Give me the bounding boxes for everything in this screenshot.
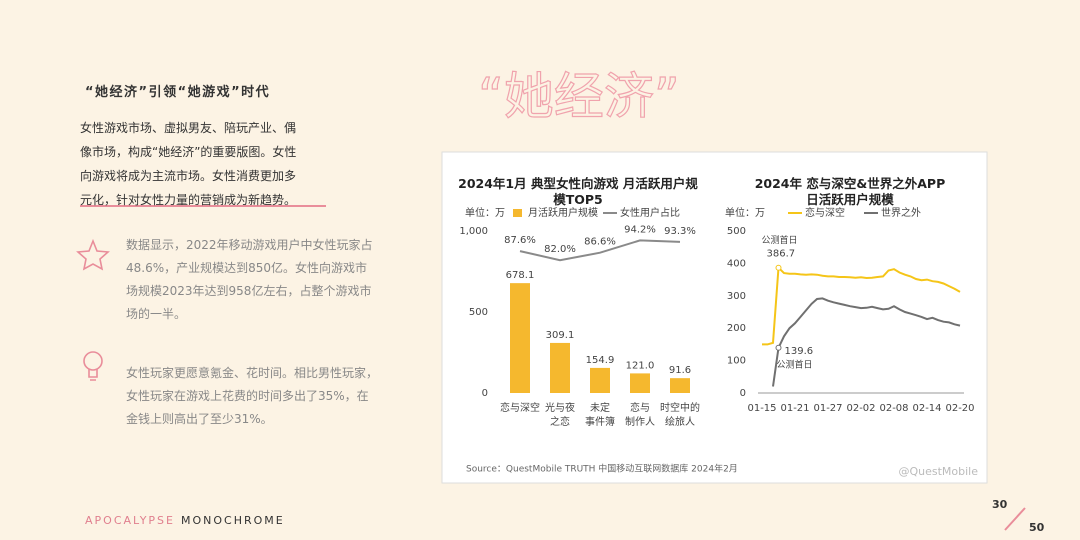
x-tick-label: 光与夜之恋 xyxy=(545,401,575,428)
y-tick-label: 0 xyxy=(482,388,488,399)
x-tick-label: 恋与制作人 xyxy=(625,401,655,428)
x-tick-label: 恋与深空 xyxy=(500,401,540,414)
value-label: 86.6% xyxy=(584,237,616,248)
y-tick-label: 200 xyxy=(727,323,746,334)
y-tick-label: 100 xyxy=(727,356,746,367)
legend-label: 世界之外 xyxy=(881,206,921,219)
value-label: 678.1 xyxy=(506,270,535,281)
point-text: 数据显示，2022年移动游戏用户中女性玩家占48.6%，产业规模达到850亿。女… xyxy=(126,238,373,321)
y-tick-label: 500 xyxy=(469,307,488,318)
unit-label: 单位：万 xyxy=(725,206,765,219)
y-tick-label: 500 xyxy=(727,226,746,237)
x-tick-label: 02-02 xyxy=(846,403,875,414)
page-slash xyxy=(1004,507,1026,531)
bulb-icon xyxy=(83,351,103,381)
legend-label: 月活跃用户规模 xyxy=(528,206,598,219)
x-tick-label: 01-15 xyxy=(747,403,776,414)
point-text: 女性玩家更愿意氪金、花时间。相比男性玩家，女性玩家在游戏上花费的时间多出了35%… xyxy=(126,366,379,426)
legend-label: 恋与深空 xyxy=(805,206,845,219)
x-tick-label: 02-08 xyxy=(879,403,908,414)
value-label: 139.6 xyxy=(785,346,814,357)
annotation: 公测首日 xyxy=(777,358,813,370)
chart-title: 2024年1月 典型女性向游戏 月活跃用户规模TOP5 xyxy=(458,176,698,207)
point xyxy=(775,264,782,271)
bar xyxy=(510,283,530,393)
chart-title: 2024年 恋与深空&世界之外APP日活跃用户规模 xyxy=(754,176,946,207)
y-tick-label: 0 xyxy=(740,388,746,399)
value-label: 121.0 xyxy=(626,360,655,371)
value-label: 386.7 xyxy=(767,249,796,260)
line xyxy=(772,297,961,387)
x-tick-label: 未定事件簿 xyxy=(585,401,615,428)
source: Source：QuestMobile TRUTH 中国移动互联网数据库 2024… xyxy=(466,463,738,475)
bar xyxy=(590,367,610,393)
value-label: 87.6% xyxy=(504,235,536,246)
legend-label: 女性用户占比 xyxy=(620,206,680,219)
value-label: 309.1 xyxy=(546,330,575,341)
annotation: 公测首日 xyxy=(762,234,798,246)
bar xyxy=(630,373,650,393)
watermark: @QuestMobile xyxy=(898,465,978,478)
heading: “她经济”引领“她游戏”时代 xyxy=(85,85,271,100)
line xyxy=(519,239,681,262)
intro: 女性游戏市场、虚拟男友、陪玩产业、偶像市场，构成“她经济”的重要版图。女性向游戏… xyxy=(80,121,297,207)
value-label: 93.3% xyxy=(664,226,696,237)
page-current: 30 xyxy=(992,498,1008,511)
x-tick-label: 02-20 xyxy=(945,403,974,414)
line xyxy=(762,265,961,346)
x-tick-label: 01-21 xyxy=(780,403,809,414)
point xyxy=(775,344,782,351)
x-tick-label: 01-27 xyxy=(813,403,842,414)
value-label: 94.2% xyxy=(624,224,656,235)
value-label: 154.9 xyxy=(586,355,615,366)
page-total: 50 xyxy=(1029,521,1045,534)
x-tick-label: 时空中的绘旅人 xyxy=(660,401,700,428)
value-label: 91.6 xyxy=(669,365,691,376)
value-label: 82.0% xyxy=(544,244,576,255)
x-tick-label: 02-14 xyxy=(912,403,941,414)
footer-right: MONOCHROME xyxy=(181,514,285,527)
y-tick-label: 1,000 xyxy=(459,226,488,237)
y-tick-label: 400 xyxy=(727,258,746,269)
banner: “她经济” xyxy=(478,68,680,126)
chart-panel xyxy=(441,151,988,484)
star-icon xyxy=(76,238,110,271)
unit-label: 单位：万 xyxy=(465,206,505,219)
footer-left: APOCALYPSE xyxy=(85,514,175,527)
y-tick-label: 300 xyxy=(727,291,746,302)
bar xyxy=(670,378,690,393)
bar xyxy=(550,342,570,393)
legend-swatch xyxy=(513,209,522,217)
